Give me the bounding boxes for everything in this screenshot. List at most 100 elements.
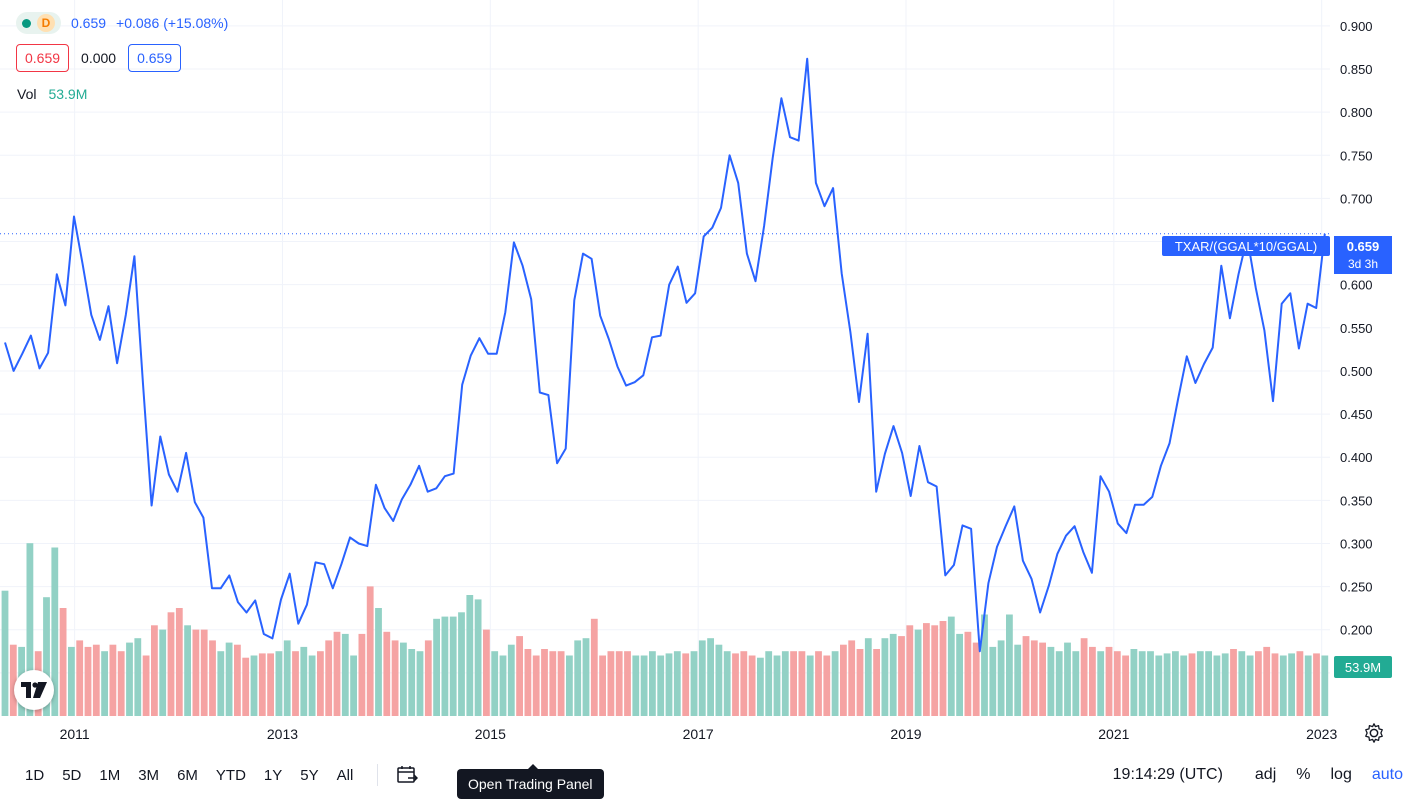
volume-bar bbox=[806, 655, 814, 716]
legend-price: 0.659 bbox=[71, 15, 107, 31]
y-tick-label: 0.200 bbox=[1340, 623, 1373, 638]
volume-bar bbox=[649, 651, 656, 716]
volume-bar bbox=[175, 608, 183, 716]
volume-bar bbox=[723, 651, 731, 716]
volume-bar bbox=[557, 651, 565, 716]
last-price-value: 0.659 bbox=[1347, 239, 1380, 254]
y-tick-label: 0.400 bbox=[1340, 450, 1373, 465]
volume-bar bbox=[690, 651, 698, 716]
chart-legend: D 0.659 +0.086 (+15.08%) bbox=[16, 12, 228, 34]
volume-bar bbox=[566, 655, 573, 716]
timeframe-6m[interactable]: 6M bbox=[177, 766, 198, 784]
volume-bar bbox=[217, 651, 225, 716]
volume-bar bbox=[781, 651, 789, 716]
volume-bar bbox=[524, 649, 532, 716]
volume-legend-value: 53.9M bbox=[48, 86, 88, 102]
y-tick-label: 0.500 bbox=[1340, 364, 1373, 379]
volume-bar bbox=[507, 644, 515, 716]
volume-bar bbox=[1006, 614, 1013, 716]
volume-bar bbox=[873, 649, 880, 716]
clock-readout[interactable]: 19:14:29 (UTC) bbox=[1112, 766, 1223, 783]
volume-bar bbox=[184, 625, 191, 716]
volume-bar bbox=[1097, 651, 1105, 716]
volume-bar bbox=[159, 629, 167, 716]
volume-bar bbox=[632, 655, 640, 716]
volume-bar bbox=[748, 655, 756, 716]
volume-bar bbox=[1030, 640, 1038, 716]
volume-bar bbox=[1205, 651, 1212, 716]
volume-bar bbox=[906, 625, 914, 716]
volume-bar bbox=[848, 640, 856, 716]
volume-bar bbox=[126, 642, 133, 716]
volume-bar bbox=[1138, 651, 1146, 716]
y-tick-label: 0.550 bbox=[1340, 321, 1373, 336]
volume-axis-value: 53.9M bbox=[1345, 660, 1381, 675]
volume-bar bbox=[1180, 655, 1188, 716]
x-tick-label: 2023 bbox=[1306, 726, 1337, 742]
timeframe-3m[interactable]: 3M bbox=[138, 766, 160, 784]
adjust-toggle[interactable]: adj bbox=[1254, 766, 1277, 783]
settings-gear-icon[interactable] bbox=[1363, 722, 1385, 744]
volume-bar bbox=[1047, 646, 1055, 716]
volume-bar bbox=[889, 633, 897, 716]
buy-price-box[interactable]: 0.659 bbox=[128, 44, 182, 72]
timeframe-ytd[interactable]: YTD bbox=[215, 766, 246, 784]
percent-scale-toggle[interactable]: % bbox=[1296, 766, 1311, 783]
volume-bar bbox=[972, 642, 980, 716]
interval-badge: D bbox=[37, 14, 55, 32]
x-axis: 2011 2013 2015 2017 2019 2021 2023 bbox=[60, 726, 1338, 742]
timeframe-5y[interactable]: 5Y bbox=[300, 766, 319, 784]
volume-bar bbox=[1080, 638, 1088, 716]
auto-scale-toggle[interactable]: auto bbox=[1371, 766, 1403, 783]
volume-bar bbox=[250, 655, 258, 716]
spread-value: 0.000 bbox=[81, 50, 117, 66]
volume-bar bbox=[26, 543, 34, 716]
calendar-go-to-icon[interactable] bbox=[396, 765, 419, 785]
y-tick-label: 0.450 bbox=[1340, 407, 1373, 422]
y-tick-label: 0.850 bbox=[1340, 62, 1373, 77]
timeframe-1y[interactable]: 1Y bbox=[263, 766, 283, 784]
series-status-chip[interactable]: D bbox=[16, 12, 61, 34]
timeframe-1m[interactable]: 1M bbox=[99, 766, 121, 784]
x-tick-label: 2011 bbox=[60, 726, 90, 742]
volume-bar bbox=[341, 633, 349, 716]
volume-bar bbox=[1288, 653, 1295, 716]
volume-bar bbox=[590, 618, 598, 716]
price-chart[interactable]: 0.1500.2000.2500.3000.3500.4000.4500.500… bbox=[0, 0, 1413, 752]
volume-bar bbox=[1089, 646, 1096, 716]
volume-bar bbox=[192, 629, 200, 716]
timeframe-1d[interactable]: 1D bbox=[25, 766, 45, 784]
volume-bar bbox=[574, 640, 582, 716]
volume-bar bbox=[416, 651, 424, 716]
volume-bar bbox=[366, 586, 374, 716]
volume-bar bbox=[956, 633, 963, 716]
volume-bar bbox=[101, 651, 108, 716]
timeframe-all[interactable]: All bbox=[336, 766, 354, 784]
log-scale-toggle[interactable]: log bbox=[1330, 766, 1352, 783]
volume-bar bbox=[1105, 646, 1113, 716]
volume-bar bbox=[458, 612, 465, 716]
timeframe-5d[interactable]: 5D bbox=[62, 766, 82, 784]
volume-bar bbox=[1155, 655, 1163, 716]
volume-bar bbox=[707, 638, 714, 716]
series-label: TXAR/(GGAL*10/GGAL) bbox=[1162, 236, 1330, 256]
volume-bar bbox=[1122, 655, 1129, 716]
y-tick-label: 0.350 bbox=[1340, 493, 1373, 508]
volume-bar bbox=[1014, 644, 1022, 716]
volume-legend: Vol 53.9M bbox=[17, 86, 87, 102]
y-axis: 0.1500.2000.2500.3000.3500.4000.4500.500… bbox=[1340, 19, 1373, 681]
volume-bar bbox=[1238, 651, 1246, 716]
volume-bar bbox=[242, 657, 250, 716]
volume-bar bbox=[1130, 649, 1138, 716]
volume-bar bbox=[317, 651, 324, 716]
volume-bar bbox=[607, 651, 615, 716]
volume-bar bbox=[292, 651, 299, 716]
bid-ask-boxes: 0.659 0.000 0.659 bbox=[16, 44, 182, 72]
volume-bar bbox=[914, 629, 922, 716]
volume-bar bbox=[375, 608, 382, 716]
sell-price-box[interactable]: 0.659 bbox=[16, 44, 70, 72]
volume-bar bbox=[599, 655, 606, 716]
tradingview-logo-icon[interactable] bbox=[14, 670, 54, 710]
volume-bar bbox=[1255, 651, 1262, 716]
volume-bar bbox=[275, 651, 283, 716]
